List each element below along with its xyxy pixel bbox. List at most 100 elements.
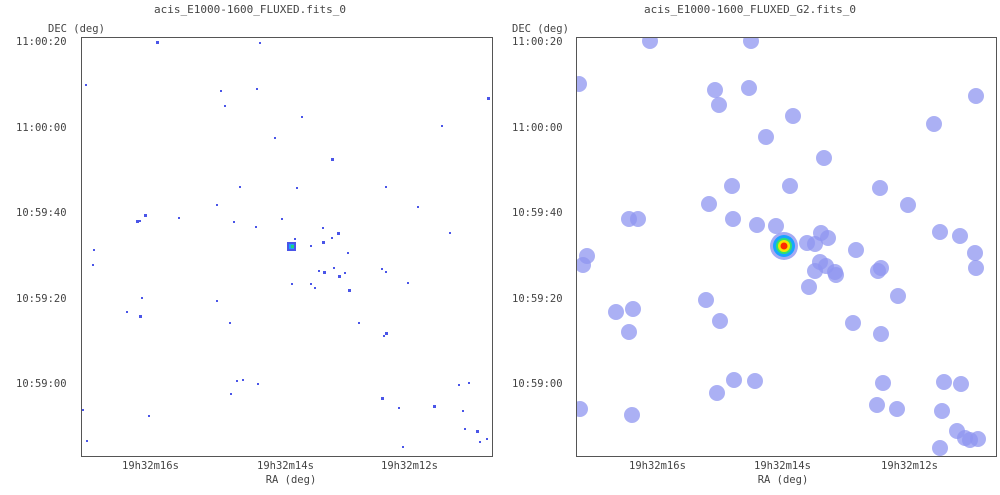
photon-pixel xyxy=(331,158,334,161)
photon-pixel xyxy=(383,335,385,337)
photon-pixel xyxy=(310,245,312,247)
photon-pixel xyxy=(220,90,222,92)
y-tick-label: 10:59:20 xyxy=(512,293,563,305)
smoothed-source-blob xyxy=(873,326,889,342)
smoothed-source-blob xyxy=(743,38,759,49)
photon-pixel xyxy=(82,409,84,411)
smoothed-source-blob xyxy=(625,301,641,317)
x-tick-label: 19h32m12s xyxy=(381,460,438,472)
photon-pixel xyxy=(347,252,349,254)
x-tick-label: 19h32m16s xyxy=(122,460,179,472)
smoothed-source-blob xyxy=(707,82,723,98)
smoothed-source-blob xyxy=(953,376,969,392)
smoothed-source-blob xyxy=(820,230,836,246)
smoothed-source-blob xyxy=(749,217,765,233)
photon-pixel xyxy=(462,410,464,412)
photon-pixel xyxy=(468,382,470,384)
smoothed-source-blob xyxy=(957,430,973,446)
smoothed-source-blob xyxy=(889,401,905,417)
bright-source-pixel xyxy=(291,245,294,248)
smoothed-source-blob xyxy=(827,264,843,280)
smoothed-source-blob xyxy=(870,263,886,279)
photon-pixel xyxy=(274,137,276,139)
photon-pixel xyxy=(139,315,142,318)
smoothed-source-blob xyxy=(624,407,640,423)
photon-pixel xyxy=(86,440,88,442)
smoothed-source-blob xyxy=(577,76,587,92)
smoothed-source-blob xyxy=(967,245,983,261)
photon-pixel xyxy=(337,232,340,235)
y-tick-label: 10:59:00 xyxy=(16,378,67,390)
photon-pixel xyxy=(318,270,320,272)
photon-pixel xyxy=(464,428,466,430)
smoothed-source-blob xyxy=(801,279,817,295)
photon-pixel xyxy=(486,438,488,440)
photon-pixel xyxy=(178,217,180,219)
photon-pixel xyxy=(479,441,481,443)
photon-pixel xyxy=(281,218,283,220)
smoothed-source-blob xyxy=(701,196,717,212)
photon-pixel xyxy=(348,289,351,292)
photon-pixel xyxy=(257,383,259,385)
y-tick-label: 11:00:20 xyxy=(16,36,67,48)
photon-pixel xyxy=(441,125,443,127)
y-axis-label: DEC (deg) xyxy=(48,23,105,35)
photon-pixel xyxy=(141,297,143,299)
smoothed-source-blob xyxy=(621,324,637,340)
y-tick-label: 11:00:00 xyxy=(512,122,563,134)
smoothed-source-blob xyxy=(698,292,714,308)
x-tick-label: 19h32m14s xyxy=(257,460,314,472)
photon-pixel xyxy=(294,238,296,240)
photon-pixel xyxy=(301,116,303,118)
smoothed-source-blob xyxy=(970,431,986,447)
photon-pixel xyxy=(344,272,346,274)
photon-pixel xyxy=(224,105,226,107)
smoothed-source-blob xyxy=(936,374,952,390)
photon-pixel xyxy=(242,379,244,381)
smoothed-source-blob xyxy=(934,403,950,419)
smoothed-source-blob xyxy=(807,236,823,252)
smoothed-source-blob xyxy=(758,129,774,145)
photon-pixel xyxy=(126,311,128,313)
smoothed-source-blob xyxy=(968,260,984,276)
smoothed-source-blob xyxy=(848,242,864,258)
smoothed-source-blob xyxy=(968,88,984,104)
smoothed-source-blob xyxy=(741,80,757,96)
x-tick-label: 19h32m16s xyxy=(629,460,686,472)
photon-pixel xyxy=(136,220,139,223)
photon-pixel xyxy=(381,397,384,400)
photon-pixel xyxy=(398,407,400,409)
photon-pixel xyxy=(291,283,293,285)
x-axis-label: RA (deg) xyxy=(757,474,809,486)
smoothed-source-blob xyxy=(768,218,784,234)
photon-pixel xyxy=(314,287,316,289)
photon-pixel xyxy=(407,282,409,284)
smoothed-source-blob xyxy=(845,315,861,331)
smoothed-source-blob xyxy=(932,440,948,456)
left-panel: acis_E1000-1600_FLUXED.fits_0 DEC (deg) … xyxy=(16,3,493,486)
image-canvas[interactable] xyxy=(576,37,997,457)
smoothed-source-blob xyxy=(875,375,891,391)
photon-pixel xyxy=(93,249,95,251)
smoothed-source-blob xyxy=(900,197,916,213)
photon-pixel xyxy=(333,267,335,269)
photon-pixel xyxy=(139,220,141,222)
x-tick-label: 19h32m12s xyxy=(881,460,938,472)
photon-pixel xyxy=(259,42,261,44)
photon-pixel xyxy=(236,380,238,382)
smoothed-source-blob xyxy=(579,248,595,264)
smoothed-image xyxy=(577,38,986,456)
photon-pixel xyxy=(433,405,436,408)
image-canvas[interactable] xyxy=(81,37,493,457)
smoothed-source-blob xyxy=(712,313,728,329)
photon-pixel xyxy=(331,237,333,239)
photon-pixel xyxy=(476,430,479,433)
photon-pixel xyxy=(381,268,383,270)
smoothed-source-blob xyxy=(726,372,742,388)
photon-pixel xyxy=(385,271,387,273)
photon-pixel xyxy=(402,446,404,448)
photon-pixel xyxy=(85,84,87,86)
photon-pixel xyxy=(230,393,232,395)
photon-pixel xyxy=(233,221,235,223)
right-panel: acis_E1000-1600_FLUXED_G2.fits_0 DEC (de… xyxy=(500,0,1000,495)
